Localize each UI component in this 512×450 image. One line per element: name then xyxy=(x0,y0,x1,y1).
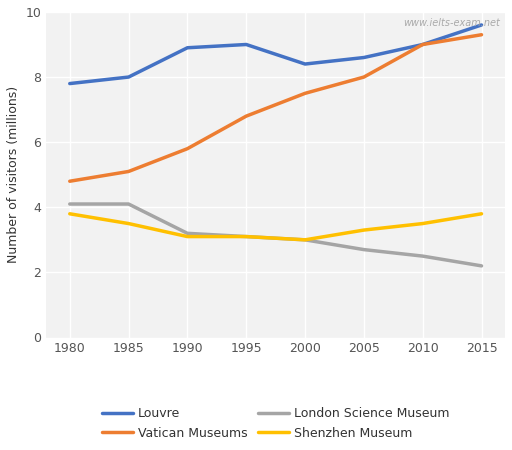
Shenzhen Museum xyxy=(361,227,367,233)
Vatican Museums xyxy=(478,32,484,37)
Line: London Science Museum: London Science Museum xyxy=(70,204,481,266)
Vatican Museums xyxy=(420,42,426,47)
Vatican Museums xyxy=(302,90,308,96)
Y-axis label: Number of visitors (millions): Number of visitors (millions) xyxy=(7,86,20,263)
Shenzhen Museum xyxy=(184,234,190,239)
Line: Louvre: Louvre xyxy=(70,25,481,84)
Louvre xyxy=(420,42,426,47)
London Science Museum xyxy=(420,253,426,259)
Line: Vatican Museums: Vatican Museums xyxy=(70,35,481,181)
Shenzhen Museum xyxy=(420,221,426,226)
Shenzhen Museum xyxy=(478,211,484,216)
London Science Museum xyxy=(361,247,367,252)
Vatican Museums xyxy=(243,113,249,119)
Louvre xyxy=(243,42,249,47)
Shenzhen Museum xyxy=(302,237,308,243)
Shenzhen Museum xyxy=(67,211,73,216)
Vatican Museums xyxy=(67,179,73,184)
Louvre xyxy=(478,22,484,27)
Louvre xyxy=(125,74,132,80)
London Science Museum xyxy=(243,234,249,239)
Vatican Museums xyxy=(125,169,132,174)
Text: www.ielts-exam.net: www.ielts-exam.net xyxy=(403,18,500,28)
Louvre xyxy=(302,61,308,67)
Vatican Museums xyxy=(184,146,190,151)
London Science Museum xyxy=(67,201,73,207)
Louvre xyxy=(67,81,73,86)
London Science Museum xyxy=(125,201,132,207)
Legend: Louvre, Vatican Museums, London Science Museum, Shenzhen Museum: Louvre, Vatican Museums, London Science … xyxy=(97,402,455,445)
London Science Museum xyxy=(478,263,484,269)
Shenzhen Museum xyxy=(243,234,249,239)
Louvre xyxy=(361,55,367,60)
Louvre xyxy=(184,45,190,50)
London Science Museum xyxy=(184,230,190,236)
Shenzhen Museum xyxy=(125,221,132,226)
Line: Shenzhen Museum: Shenzhen Museum xyxy=(70,214,481,240)
Vatican Museums xyxy=(361,74,367,80)
London Science Museum xyxy=(302,237,308,243)
